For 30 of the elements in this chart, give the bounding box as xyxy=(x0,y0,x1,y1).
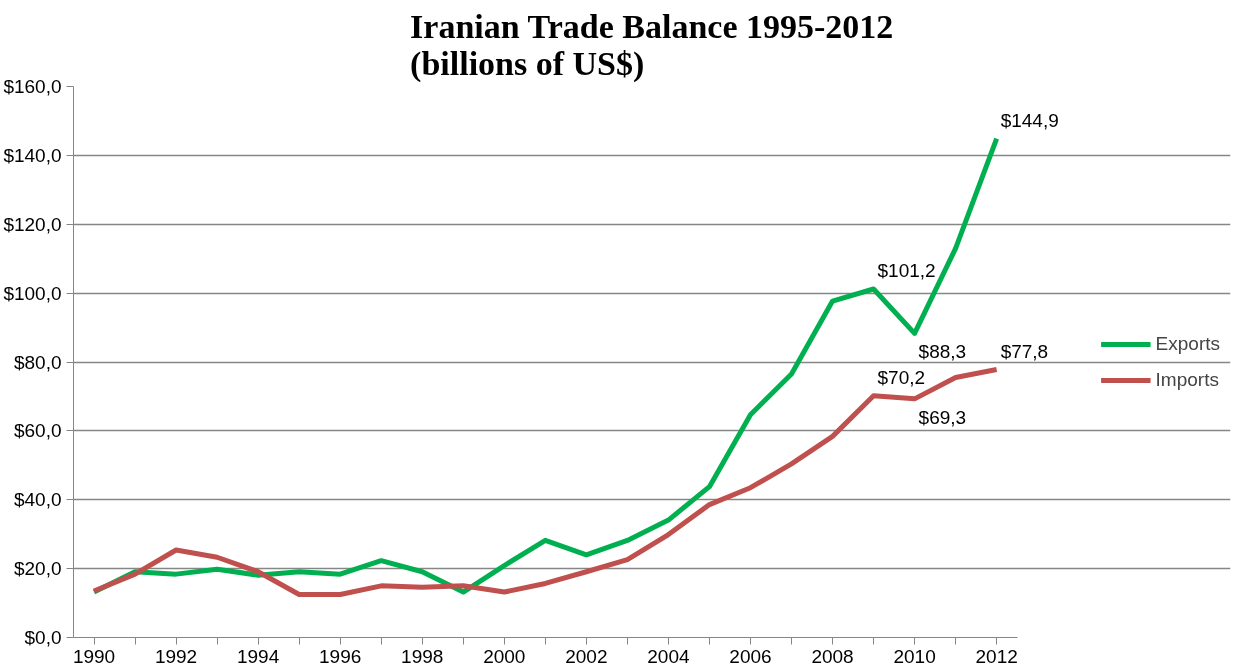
data-label: $70,2 xyxy=(877,366,926,388)
x-tick-label: 1996 xyxy=(319,645,362,667)
x-tick-label: 2002 xyxy=(565,645,608,667)
data-label: $77,8 xyxy=(1000,340,1049,362)
y-tick-label: $120,0 xyxy=(3,213,62,235)
x-tick-label: 2000 xyxy=(483,645,526,667)
y-tick-label: $0,0 xyxy=(24,627,62,648)
data-label: $101,2 xyxy=(877,259,936,281)
x-tick-label: 2008 xyxy=(811,645,854,667)
y-tick-label: $80,0 xyxy=(13,351,62,373)
y-tick-label: $20,0 xyxy=(13,558,62,580)
y-tick-label: $160,0 xyxy=(3,76,62,97)
x-tick-label: 2006 xyxy=(729,645,772,667)
x-tick-label: 1998 xyxy=(401,645,444,667)
x-tick-label: 2004 xyxy=(647,645,690,667)
data-label: $88,3 xyxy=(918,341,967,363)
x-tick-label: 1992 xyxy=(154,645,198,667)
legend-label: Exports xyxy=(1155,332,1220,355)
chart-title: Iranian Trade Balance 1995-2012 (billions of US$) xyxy=(410,7,894,83)
y-tick-label: $140,0 xyxy=(3,144,62,166)
data-label: $69,3 xyxy=(918,406,967,428)
x-tick-label: 1990 xyxy=(72,645,116,667)
legend-label: Imports xyxy=(1155,368,1219,391)
data-label: $144,9 xyxy=(1000,109,1059,131)
y-tick-label: $60,0 xyxy=(13,420,62,442)
x-tick-label: 2010 xyxy=(893,645,936,667)
x-tick-label: 1994 xyxy=(236,645,280,667)
y-tick-label: $100,0 xyxy=(3,282,62,304)
y-tick-label: $40,0 xyxy=(13,489,62,511)
x-tick-label: 2012 xyxy=(975,645,1018,667)
